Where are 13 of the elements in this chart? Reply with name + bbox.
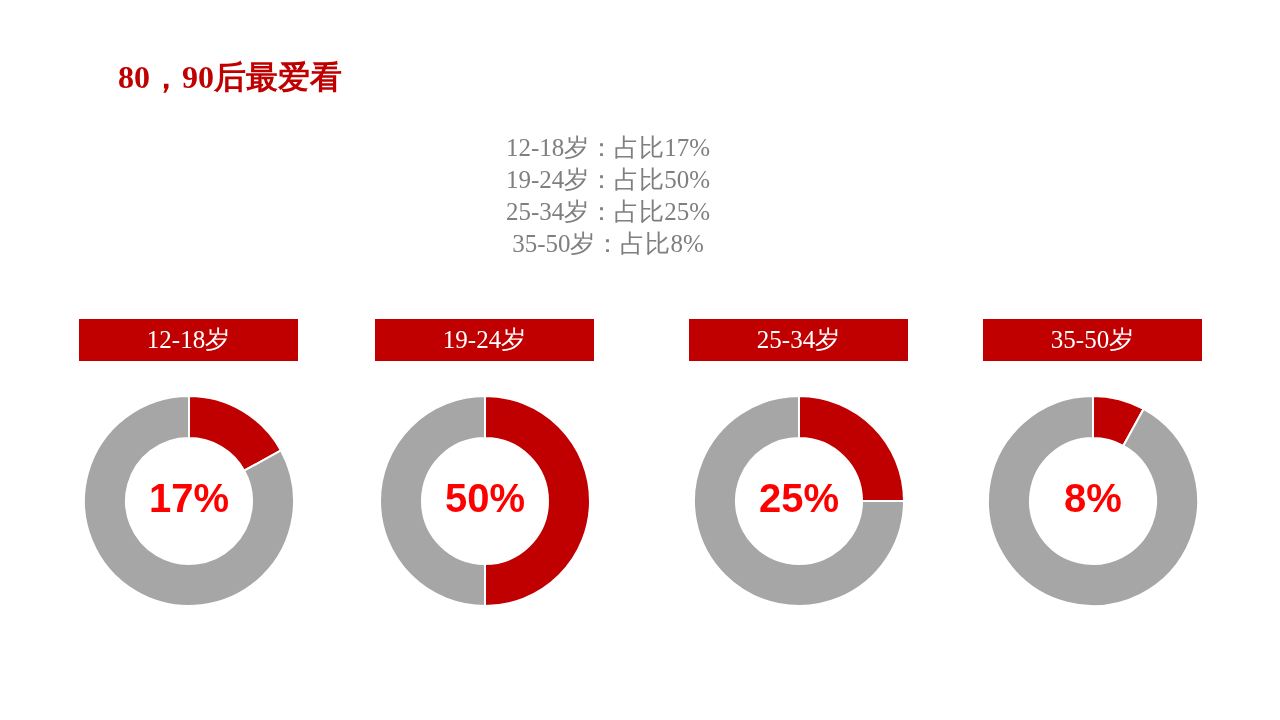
- chart-title: 25-34岁: [689, 319, 908, 361]
- chart-title: 35-50岁: [983, 319, 1202, 361]
- text: 80，90后最爱看: [118, 58, 342, 97]
- text: 25-34岁：占比25%: [504, 197, 712, 227]
- text: 35-50岁：占比8%: [511, 229, 705, 259]
- data-label: 50%: [444, 476, 526, 521]
- text: 19-24岁：占比50%: [504, 165, 712, 195]
- data-label: 17%: [148, 476, 230, 521]
- chart-title: 12-18岁: [79, 319, 298, 361]
- data-label: 8%: [1064, 476, 1122, 521]
- chart-title: 19-24岁: [375, 319, 594, 361]
- data-label: 25%: [758, 476, 840, 521]
- text: 12-18岁：占比17%: [504, 133, 712, 163]
